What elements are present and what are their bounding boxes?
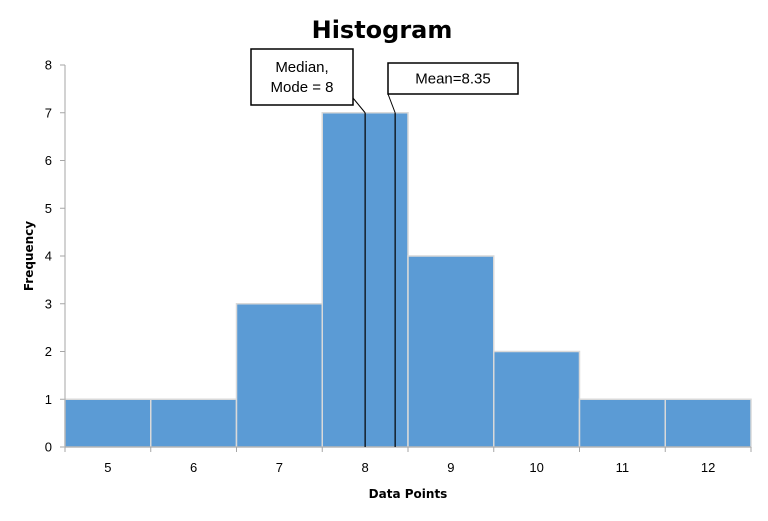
x-axis-title: Data Points: [369, 487, 448, 501]
y-axis-ticks: 0 1 2 3 4 5 6 7 8: [45, 58, 65, 455]
chart-title: Histogram: [312, 16, 453, 44]
bar-10: [493, 350, 581, 448]
y-tick-label: 3: [45, 296, 52, 311]
x-tick-label: 10: [529, 460, 543, 475]
y-tick-label: 2: [45, 344, 52, 359]
bars-group: [64, 112, 752, 448]
callout-text-line: Mode = 8: [271, 79, 334, 96]
y-tick-label: 6: [45, 153, 52, 168]
y-axis-title: Frequency: [22, 221, 36, 291]
callout-box-1: [387, 62, 519, 95]
callout-text-line: Mean=8.35: [415, 71, 490, 88]
callout-text-line: Median,: [275, 59, 328, 76]
bar-11: [578, 398, 666, 448]
annotations-group: Median, Mode = 8 Mean=8.35: [250, 48, 519, 447]
x-tick-label: 12: [701, 460, 715, 475]
bar-9: [407, 255, 495, 448]
x-tick-label: 11: [616, 460, 630, 475]
x-axis-ticks: 5 6 7 8 9 10 11 12: [64, 447, 752, 475]
x-tick-label: 7: [276, 460, 283, 475]
y-tick-label: 7: [45, 105, 52, 120]
bar-6: [150, 398, 238, 448]
bar-7: [235, 303, 323, 448]
bar-12: [664, 398, 752, 448]
x-tick-label: 9: [447, 460, 454, 475]
y-tick-label: 1: [45, 392, 52, 407]
y-tick-label: 4: [45, 249, 52, 264]
callout-box-0: [250, 48, 354, 106]
y-tick-label: 5: [45, 201, 52, 216]
callout-leader-0: [352, 97, 366, 114]
callout-leader-1: [387, 93, 396, 113]
y-tick-label: 0: [45, 440, 52, 455]
x-tick-label: 6: [190, 460, 197, 475]
x-tick-label: 5: [104, 460, 111, 475]
bar-5: [64, 398, 152, 448]
y-tick-label: 8: [45, 58, 52, 73]
x-tick-label: 8: [362, 460, 369, 475]
